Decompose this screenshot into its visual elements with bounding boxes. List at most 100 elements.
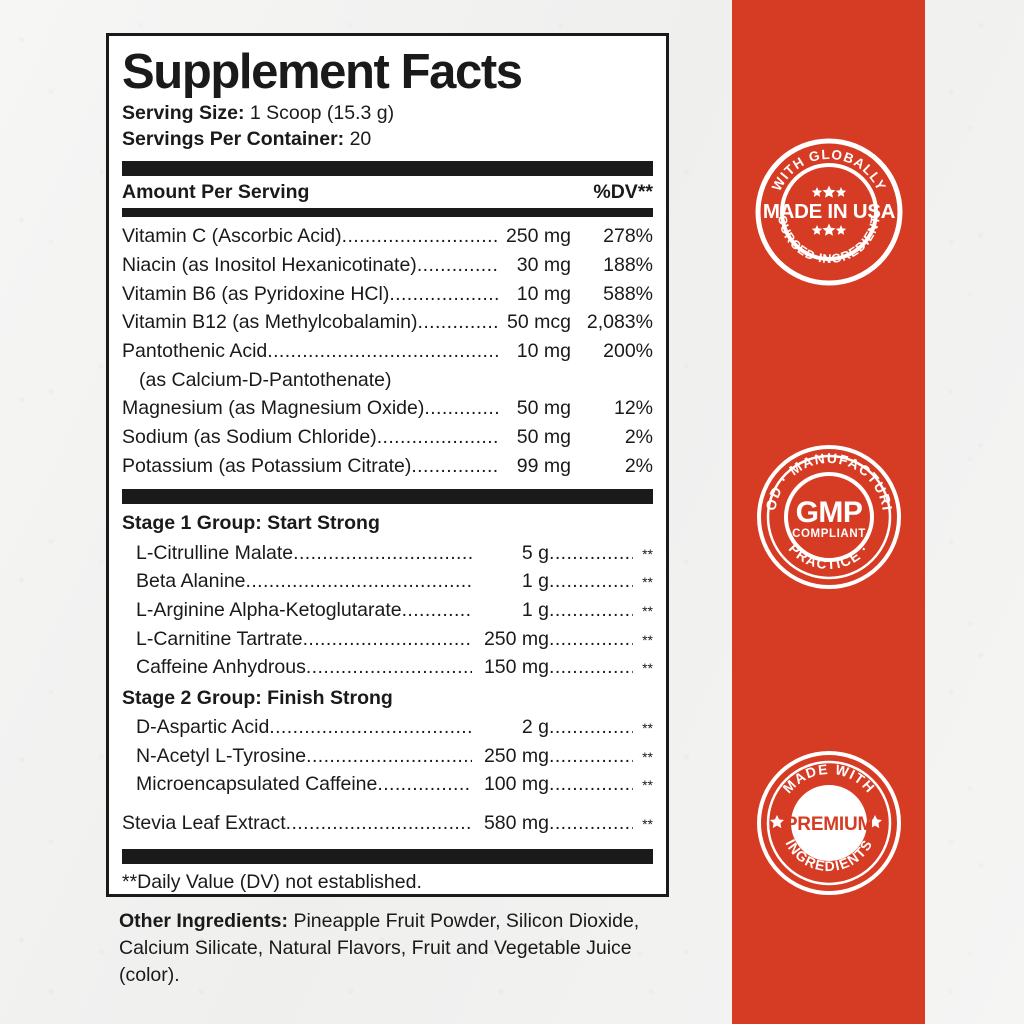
supplement-facts-title: Supplement Facts — [122, 45, 523, 99]
daily-value-footnote: **Daily Value (DV) not established. — [122, 870, 422, 893]
dot-leader — [402, 596, 472, 625]
nutrient-row: N-Acetyl L-Tyrosine 250 mg ** — [122, 742, 653, 771]
nutrient-daily-value: ** — [642, 574, 653, 591]
serving-size-label: Serving Size: — [122, 102, 245, 124]
nutrient-name: Microencapsulated Caffeine — [136, 773, 378, 796]
servings-per-container-row: Servings Per Container: 20 — [122, 127, 653, 153]
serving-size-row: Serving Size: 1 Scoop (15.3 g) — [122, 101, 653, 127]
vitamins-group: Vitamin C (Ascorbic Acid) 250 mg 278% Ni… — [122, 222, 653, 480]
dot-leader — [286, 809, 472, 838]
gmp-center-subtext: COMPLIANT — [792, 528, 866, 540]
nutrient-amount: 2 g — [521, 716, 549, 739]
premium-center-text: PREMIUM — [784, 814, 872, 835]
divider-bar-thick-top — [122, 161, 653, 177]
nutrient-row: Vitamin C (Ascorbic Acid) 250 mg 278% — [122, 222, 653, 251]
serving-size-value: 1 Scoop (15.3 g) — [249, 102, 395, 124]
nutrient-amount: 50 mg — [516, 397, 571, 420]
dot-leader — [246, 567, 472, 596]
nutrient-daily-value: ** — [642, 660, 653, 677]
dot-leader — [306, 742, 472, 771]
nutrient-amount: 1 g — [521, 598, 549, 621]
nutrient-row: Niacin (as Inositol Hexanicotinate) 30 m… — [122, 251, 653, 280]
nutrient-daily-value: 188% — [603, 254, 653, 277]
nutrient-name: Vitamin B6 (as Pyridoxine HCl) — [122, 282, 390, 305]
gmp-bottom-arc: PRACTICE · — [785, 540, 872, 572]
nutrient-name: Pantothenic Acid — [122, 340, 268, 363]
nutrient-amount: 1 g — [521, 570, 549, 593]
nutrient-row: Sodium (as Sodium Chloride) 50 mg 2% — [122, 423, 653, 452]
dot-leader — [418, 308, 498, 337]
dot-leader — [417, 251, 498, 280]
nutrient-amount: 250 mg — [505, 225, 571, 248]
nutrient-daily-value: 2% — [624, 426, 653, 449]
nutrient-row: D-Aspartic Acid 2 g ** — [122, 713, 653, 742]
nutrient-amount: 5 g — [521, 541, 549, 564]
nutrient-amount: 100 mg — [483, 773, 549, 796]
nutrient-amount: 580 mg — [483, 812, 549, 835]
servings-per-container-label: Servings Per Container: — [122, 127, 345, 150]
stage-1-group-heading: Stage 1 Group: Start Strong — [122, 512, 380, 535]
dot-leader — [411, 452, 498, 481]
nutrient-amount: 30 mg — [516, 254, 571, 277]
dot-leader-2 — [549, 713, 633, 742]
nutrient-row: L-Carnitine Tartrate 250 mg ** — [122, 625, 653, 654]
nutrient-name: Vitamin C (Ascorbic Acid) — [122, 225, 342, 248]
nutrient-amount: 150 mg — [483, 656, 549, 679]
nutrient-daily-value: 278% — [603, 225, 653, 248]
nutrient-name: L-Citrulline Malate — [136, 541, 294, 564]
nutrient-daily-value: ** — [642, 545, 653, 562]
amount-per-serving-header-row: Amount Per Serving %DV** — [122, 181, 653, 204]
stage-2-group-heading: Stage 2 Group: Finish Strong — [122, 686, 393, 709]
daily-value-header: %DV** — [593, 181, 653, 204]
nutrient-amount: 250 mg — [483, 627, 549, 650]
nutrient-daily-value: ** — [642, 777, 653, 794]
dot-leader — [342, 222, 498, 251]
nutrient-name: Stevia Leaf Extract — [122, 812, 286, 835]
nutrient-daily-value: ** — [642, 816, 653, 833]
pantothenic-acid-subnote: (as Calcium-D-Pantothenate) — [139, 368, 392, 391]
servings-per-container-value: 20 — [349, 127, 372, 150]
nutrient-row: Magnesium (as Magnesium Oxide) 50 mg 12% — [122, 394, 653, 423]
dot-leader-2 — [549, 770, 633, 799]
other-ingredients-block: Other Ingredients: Pineapple Fruit Powde… — [119, 908, 671, 989]
dot-leader-2 — [549, 653, 633, 682]
nutrient-row: Stevia Leaf Extract 580 mg ** — [122, 809, 653, 838]
dot-leader-2 — [549, 742, 633, 771]
nutrient-name: Caffeine Anhydrous — [136, 656, 306, 679]
nutrient-daily-value: 2% — [624, 454, 653, 477]
nutrient-amount: 99 mg — [516, 454, 571, 477]
nutrient-row: Caffeine Anhydrous 150 mg ** — [122, 653, 653, 682]
nutrient-row: Pantothenic Acid 10 mg 200% — [122, 337, 653, 366]
nutrient-name: Potassium (as Potassium Citrate) — [122, 454, 412, 477]
divider-bar-thick-middle — [122, 489, 653, 505]
gmp-compliant-badge: GOOD · MANUFACTURING PRACTICE · GMP COMP… — [754, 442, 904, 592]
premium-ingredients-badge: MADE WITH INGREDIENTS PREMIUM — [754, 748, 904, 898]
nutrient-name: Magnesium (as Magnesium Oxide) — [122, 397, 425, 420]
nutrient-daily-value: ** — [642, 631, 653, 648]
nutrient-row: Vitamin B6 (as Pyridoxine HCl) 10 mg 588… — [122, 280, 653, 309]
nutrient-row: Beta Alanine 1 g ** — [122, 567, 653, 596]
nutrient-daily-value: ** — [642, 720, 653, 737]
nutrient-daily-value: 200% — [603, 340, 653, 363]
made-in-usa-center-text: MADE IN USA — [762, 200, 895, 223]
dot-leader — [389, 280, 498, 309]
nutrient-amount: 50 mcg — [507, 311, 571, 334]
dot-leader — [306, 653, 472, 682]
red-accent-panel: WITH GLOBALLY SOURCED INGREDIENTS MADE I… — [732, 0, 925, 1024]
dot-leader — [377, 770, 472, 799]
made-in-usa-badge: WITH GLOBALLY SOURCED INGREDIENTS MADE I… — [754, 137, 904, 287]
divider-bar-thin-under-header — [122, 208, 653, 218]
nutrient-daily-value: 2,083% — [586, 311, 653, 334]
nutrient-row: L-Citrulline Malate 5 g ** — [122, 539, 653, 568]
nutrient-amount: 10 mg — [516, 282, 571, 305]
stage-2-group-items: D-Aspartic Acid 2 g ** N-Acetyl L-Tyrosi… — [122, 713, 653, 799]
nutrient-row: Potassium (as Potassium Citrate) 99 mg 2… — [122, 452, 653, 481]
nutrient-name: Beta Alanine — [136, 570, 246, 593]
dot-leader — [267, 337, 498, 366]
dot-leader — [269, 713, 472, 742]
nutrient-name: L-Carnitine Tartrate — [136, 627, 303, 650]
nutrient-daily-value: ** — [642, 602, 653, 619]
nutrient-row: Microencapsulated Caffeine 100 mg ** — [122, 770, 653, 799]
nutrient-row: Vitamin B12 (as Methylcobalamin) 50 mcg … — [122, 308, 653, 337]
nutrient-daily-value: 12% — [613, 397, 653, 420]
